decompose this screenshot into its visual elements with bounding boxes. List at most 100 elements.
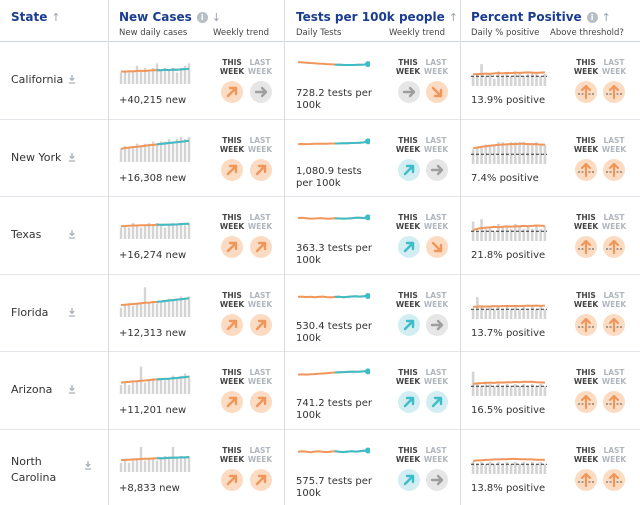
- tests-this-week-label: THIS WEEK: [395, 368, 421, 386]
- table-row[interactable]: Florida +12,313 new THIS WEEK LAST WEEK 530.…: [0, 275, 640, 352]
- positive-last-week-label: LAST WEEK: [601, 290, 627, 309]
- spark-bar: [159, 140, 163, 162]
- spark-line-recent: [156, 375, 190, 381]
- spark-bar: [179, 295, 183, 317]
- download-icon[interactable]: [68, 74, 76, 84]
- download-icon[interactable]: [68, 384, 76, 394]
- spark-bar: [143, 382, 147, 394]
- spark-bar: [497, 71, 500, 86]
- state-name[interactable]: North Carolina: [11, 454, 57, 484]
- cases-trend-subheader: Weekly trend: [213, 28, 270, 38]
- state-name[interactable]: California: [11, 73, 64, 86]
- spark-line-recent: [335, 370, 368, 374]
- positive-this-week-label: THIS WEEK: [573, 290, 599, 309]
- spark-bar: [159, 300, 163, 317]
- table-row[interactable]: Arizona +11,201 new THIS WEEK LAST WEEK 741.…: [0, 352, 640, 430]
- state-name[interactable]: Florida: [11, 305, 49, 319]
- tests-this-week-label: THIS WEEK: [395, 445, 421, 464]
- download-icon[interactable]: [68, 152, 76, 162]
- table-row[interactable]: North Carolina +8,833 new THIS WEEK LAST WE…: [0, 430, 640, 505]
- info-icon[interactable]: i: [196, 12, 208, 23]
- spark-bar: [476, 463, 479, 474]
- spark-bar: [476, 231, 479, 241]
- daily-tests-sparkline: [298, 214, 370, 221]
- spark-bar: [155, 63, 159, 84]
- table-row[interactable]: California +40,215 new THIS WEEK LAST WEEK 7…: [0, 42, 640, 120]
- table-row[interactable]: Texas +16,274 new THIS WEEK LAST WEEK 363.3 …: [0, 197, 640, 275]
- spark-bar: [155, 302, 159, 317]
- spark-bar: [501, 308, 504, 319]
- spark-bar: [543, 308, 547, 319]
- sort-arrow-icon[interactable]: ↓: [211, 11, 221, 24]
- tests-value: 741.2 tests per 100k: [296, 398, 373, 421]
- spark-bar: [530, 461, 534, 474]
- tests-this-week-label: THIS WEEK: [395, 58, 421, 76]
- positive-last-week-label: LAST WEEK: [601, 213, 627, 231]
- trend-arrow-icon: [431, 86, 443, 98]
- spark-bar: [127, 227, 131, 239]
- column-divider: [284, 0, 285, 505]
- spark-bar: [518, 463, 521, 474]
- new-cases-column-header[interactable]: New Cases i ↓: [119, 10, 221, 24]
- tests-last-week-trend: [426, 391, 448, 413]
- spark-bar: [492, 308, 496, 319]
- daily-tests-sparkline: [298, 137, 370, 145]
- spark-bar: [155, 460, 159, 472]
- sort-arrow-icon[interactable]: ↑: [51, 11, 61, 24]
- sort-arrow-icon[interactable]: ↑: [448, 11, 458, 24]
- spark-bar: [539, 228, 542, 241]
- spark-bar: [514, 71, 517, 86]
- percent-positive-sparkline: [471, 371, 547, 396]
- new-cases-sparkline: [119, 63, 191, 84]
- spark-bar: [505, 383, 509, 396]
- spark-line: [472, 142, 545, 149]
- info-icon[interactable]: i: [586, 12, 598, 23]
- percent-positive-column-header[interactable]: Percent Positive i ↑: [471, 10, 611, 24]
- spark-bar: [159, 225, 163, 239]
- above-threshold-icon: [578, 162, 594, 177]
- spark-bar: [530, 383, 534, 396]
- spark-bar: [509, 463, 513, 474]
- cases-this-week-trend: [221, 391, 243, 413]
- download-icon[interactable]: [68, 307, 76, 317]
- spark-bar: [476, 73, 479, 86]
- spark-bar: [526, 386, 530, 396]
- new-cases-sparkline: [119, 446, 191, 472]
- state-name[interactable]: Arizona: [11, 383, 53, 396]
- spark-bar: [484, 381, 488, 396]
- spark-line-recent: [335, 63, 369, 66]
- tests-value: 1,080.9 tests per 100k: [296, 165, 362, 189]
- positive-this-week-threshold: [575, 81, 597, 103]
- percent-positive-sparkline: [471, 64, 547, 86]
- positive-this-week-label: THIS WEEK: [573, 135, 599, 154]
- tests-last-week-label: LAST WEEK: [423, 445, 449, 464]
- download-icon[interactable]: [68, 229, 76, 239]
- state-column-header[interactable]: State ↑: [11, 10, 61, 24]
- cases-this-week-trend: [221, 236, 243, 258]
- sort-arrow-icon[interactable]: ↑: [601, 11, 611, 24]
- spark-bar: [155, 143, 159, 162]
- tests-this-week-trend: [398, 81, 420, 103]
- spark-bar: [480, 146, 483, 164]
- spark-bar: [497, 141, 500, 164]
- spark-bar: [535, 73, 538, 86]
- spark-bar: [514, 383, 517, 396]
- spark-bar: [167, 138, 171, 162]
- spark-bar: [488, 226, 492, 241]
- positive-this-week-label: THIS WEEK: [573, 368, 599, 386]
- state-name[interactable]: Texas: [11, 228, 42, 241]
- download-icon[interactable]: [84, 460, 92, 470]
- new-cases-value: +11,201 new: [119, 405, 187, 416]
- spark-line-recent: [335, 139, 369, 144]
- tests-last-week-label: LAST WEEK: [423, 368, 449, 386]
- tests-last-week-label: LAST WEEK: [423, 58, 449, 76]
- state-name[interactable]: New York: [11, 150, 62, 164]
- trend-arrow-icon: [254, 86, 268, 98]
- tests-last-week-label: LAST WEEK: [423, 135, 449, 154]
- tests-value: 575.7 tests per 100k: [296, 475, 373, 499]
- spark-bar: [139, 70, 143, 84]
- trend-arrow-icon: [226, 319, 238, 330]
- spark-bar: [501, 76, 504, 86]
- table-row[interactable]: New York +16,308 new THIS WEEK LAST WEEK 1,0…: [0, 120, 640, 197]
- tests-column-header[interactable]: Tests per 100k people ↑: [296, 10, 458, 24]
